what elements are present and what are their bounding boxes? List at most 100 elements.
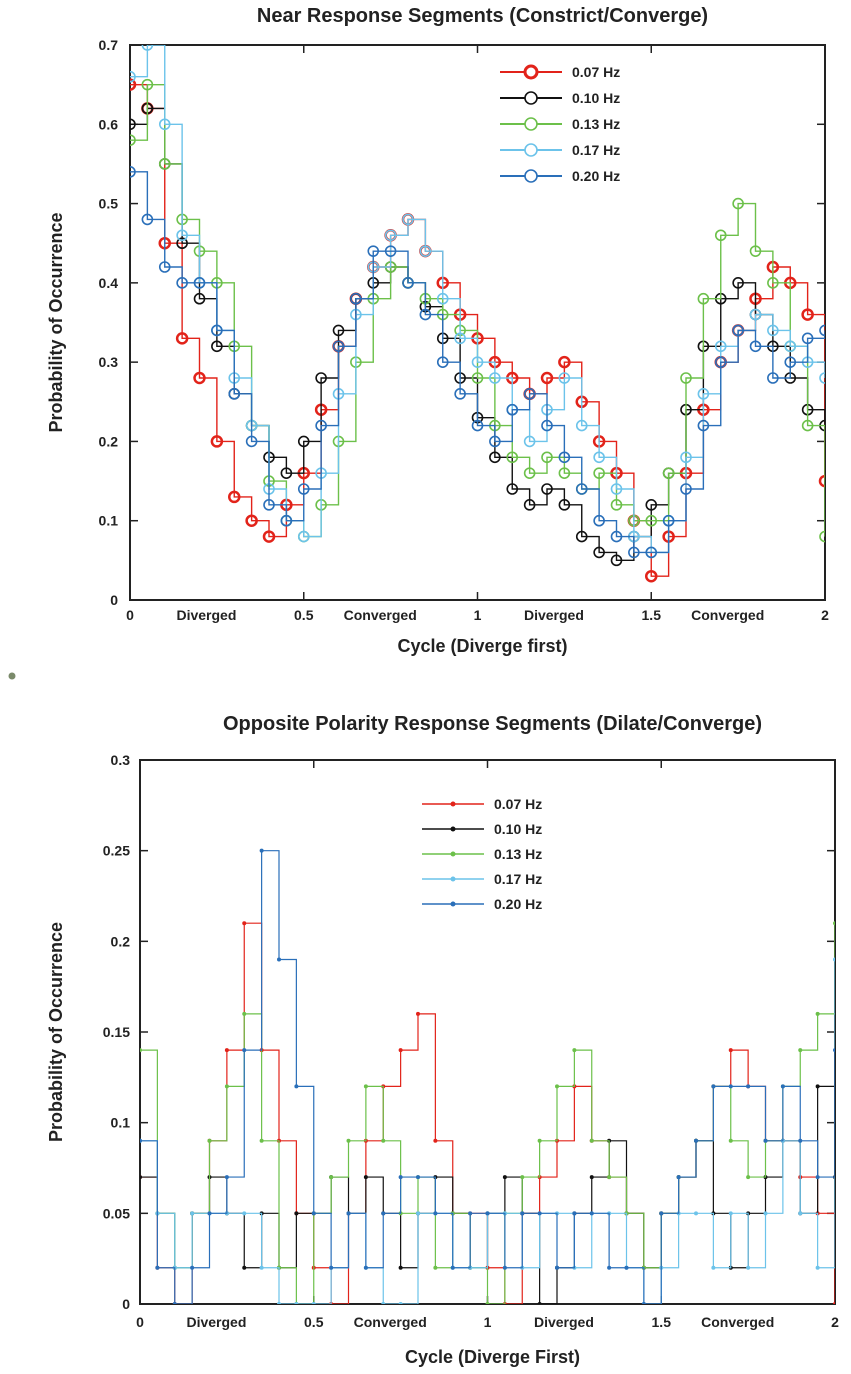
- data-point: [593, 514, 605, 527]
- data-point: [610, 499, 623, 511]
- data-point: [680, 483, 692, 495]
- data-point: [833, 921, 835, 926]
- data-point: [311, 1302, 316, 1304]
- data-point: [645, 514, 658, 527]
- data-point: [801, 332, 814, 345]
- legend-marker: [450, 851, 456, 857]
- data-point: [471, 356, 484, 368]
- data-point: [520, 1175, 525, 1180]
- data-point: [228, 388, 241, 400]
- data-point: [468, 1211, 473, 1216]
- data-point: [130, 166, 136, 178]
- data-point: [262, 530, 276, 543]
- data-point: [815, 1175, 820, 1180]
- y-tick-label: 0.05: [103, 1205, 130, 1221]
- data-point: [416, 1011, 420, 1016]
- x-tick-label: 0: [126, 607, 134, 623]
- data-point: [659, 1211, 664, 1216]
- data-point: [732, 324, 744, 337]
- data-point: [294, 1084, 299, 1089]
- data-point: [555, 1265, 559, 1270]
- data-point: [589, 1211, 594, 1216]
- data-point: [767, 277, 779, 289]
- data-point: [523, 467, 536, 479]
- data-point: [245, 514, 258, 527]
- data-point: [176, 229, 188, 242]
- x-tick-label: 0: [136, 1314, 144, 1330]
- data-point: [485, 1211, 490, 1216]
- legend-label: 0.13 Hz: [572, 116, 620, 132]
- y-axis-label: Probability of Occurrence: [46, 922, 66, 1142]
- data-point: [815, 1011, 820, 1016]
- data-point: [593, 451, 605, 464]
- legend-label: 0.07 Hz: [494, 796, 542, 812]
- data-point: [728, 1084, 733, 1089]
- data-point: [819, 372, 825, 384]
- data-point: [641, 1302, 646, 1304]
- data-point: [815, 1265, 820, 1270]
- data-point: [311, 1211, 316, 1216]
- x-axis-label: Cycle (Diverge First): [405, 1347, 580, 1367]
- legend: 0.07 Hz 0.10 Hz 0.13 Hz 0.17 Hz 0.20 Hz: [422, 796, 542, 912]
- data-point: [175, 332, 189, 345]
- data-point: [242, 1048, 247, 1053]
- data-point: [798, 1048, 803, 1053]
- data-point: [662, 467, 675, 479]
- chart-title: Opposite Polarity Response Segments (Dil…: [223, 713, 762, 735]
- data-point: [346, 1211, 351, 1216]
- data-point: [714, 340, 727, 353]
- data-point: [242, 1011, 247, 1016]
- data-point: [454, 332, 466, 345]
- data-point: [176, 237, 188, 250]
- data-point: [746, 1265, 751, 1270]
- x-tick-label: 0.5: [304, 1314, 324, 1330]
- data-point: [433, 1138, 438, 1143]
- y-tick-label: 0.25: [103, 843, 130, 859]
- data-point: [558, 372, 571, 384]
- data-point: [558, 355, 571, 369]
- data-point: [555, 1084, 559, 1089]
- data-point: [537, 1138, 542, 1143]
- data-point: [589, 1175, 594, 1180]
- data-point: [172, 1302, 177, 1304]
- data-point: [697, 388, 710, 400]
- data-point: [540, 371, 554, 385]
- data-point: [732, 277, 744, 289]
- data-point: [158, 118, 171, 131]
- legend-marker: [524, 117, 538, 131]
- y-tick-label: 0.3: [111, 752, 131, 768]
- phase-label: Converged: [701, 1314, 774, 1330]
- data-point: [541, 451, 553, 464]
- data-point: [610, 554, 623, 567]
- data-point: [155, 1265, 160, 1270]
- data-point: [746, 1084, 751, 1089]
- data-point: [280, 467, 293, 479]
- legend-label: 0.10 Hz: [494, 821, 542, 837]
- data-point: [728, 1211, 733, 1216]
- opposite-polarity-chart: Opposite Polarity Response Segments (Dil…: [46, 713, 839, 1367]
- data-point: [398, 1175, 403, 1180]
- data-point: [130, 70, 136, 83]
- x-tick-label: 1: [474, 607, 482, 623]
- data-point: [433, 1265, 438, 1270]
- data-point: [558, 499, 571, 511]
- data-point: [280, 514, 293, 527]
- legend-marker: [450, 801, 456, 807]
- data-point: [176, 277, 188, 289]
- data-point: [242, 1265, 247, 1270]
- series-line: [140, 850, 835, 1304]
- data-point: [697, 419, 710, 432]
- data-point: [819, 530, 825, 543]
- data-point: [277, 1302, 281, 1304]
- data-point: [259, 1265, 264, 1270]
- data-point: [207, 1138, 212, 1143]
- data-point: [224, 1084, 229, 1089]
- data-point: [541, 483, 553, 495]
- data-point: [746, 1175, 751, 1180]
- data-point: [315, 372, 327, 384]
- data-point: [711, 1265, 716, 1270]
- data-point: [624, 1265, 629, 1270]
- data-point: [801, 419, 814, 432]
- data-point: [728, 1138, 733, 1143]
- data-point: [140, 1175, 142, 1180]
